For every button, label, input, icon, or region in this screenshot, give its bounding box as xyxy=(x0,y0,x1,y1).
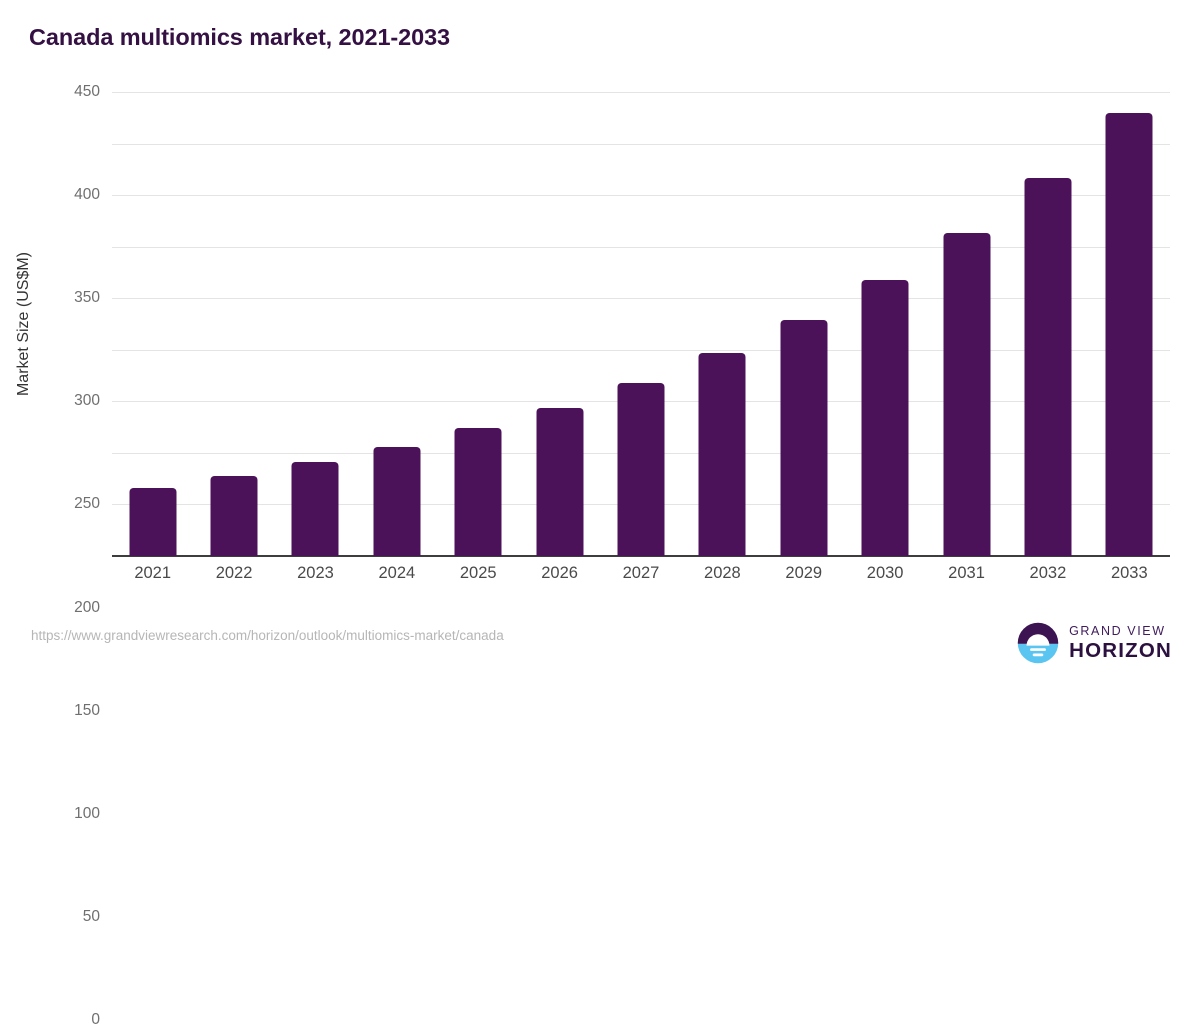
y-axis-tick-label: 150 xyxy=(74,701,100,719)
bar[interactable] xyxy=(291,462,339,556)
y-axis-title: Market Size (US$M) xyxy=(15,251,32,397)
x-axis-tick-label: 2023 xyxy=(297,564,334,582)
bar-group: 2024 xyxy=(356,92,437,582)
source-url[interactable]: https://www.grandviewresearch.com/horizo… xyxy=(31,628,504,643)
bars-layer: 2021 2022 2023 2024 2025 2026 2027 2028 2029 2030… xyxy=(112,92,1170,582)
page-title: Canada multiomics market, 2021-2033 xyxy=(29,24,451,50)
x-axis-tick-label: 2026 xyxy=(541,564,578,582)
x-axis-tick-label: 2025 xyxy=(459,564,497,582)
bar-group: 2033 xyxy=(1089,92,1170,582)
gridline: 200 xyxy=(74,349,1170,616)
bar-group: 2021 xyxy=(112,92,193,582)
x-axis-tick-label: 2029 xyxy=(785,564,823,582)
gridline: 400 xyxy=(74,143,1170,203)
bar[interactable] xyxy=(1024,177,1072,556)
bar-group: 2027 xyxy=(600,92,681,582)
bar[interactable] xyxy=(943,233,991,556)
bar-group: 2023 xyxy=(275,92,356,582)
bar[interactable] xyxy=(373,446,421,556)
bar-group: 2022 xyxy=(193,92,274,582)
logo-line-2: HORIZON xyxy=(1069,639,1172,662)
bar[interactable] xyxy=(536,407,584,556)
x-axis-tick-label: 2030 xyxy=(866,564,904,582)
chart-page: Canada multiomics market, 2021-2033 Mark… xyxy=(15,24,1172,1028)
x-axis-tick-label: 2031 xyxy=(948,564,985,582)
y-axis-tick-label: 200 xyxy=(74,598,100,616)
bar[interactable] xyxy=(861,279,909,556)
x-axis-tick-label: 2022 xyxy=(215,564,253,582)
x-axis-line xyxy=(112,555,1170,557)
bar[interactable] xyxy=(1105,112,1153,556)
gridline: 350 xyxy=(74,195,1170,306)
bar-group: 2031 xyxy=(926,92,1007,582)
x-axis-tick-label: 2028 xyxy=(704,564,741,582)
y-axis-tick-label: 50 xyxy=(82,907,100,925)
gridline: 300 xyxy=(74,246,1170,409)
bar-group: 2032 xyxy=(1007,92,1088,582)
horizon-circle-icon xyxy=(1017,622,1059,664)
bar[interactable] xyxy=(698,352,746,556)
y-axis-tick-label: 450 xyxy=(74,83,100,100)
logo-wordmark: GRAND VIEW HORIZON xyxy=(1069,623,1172,662)
bar[interactable] xyxy=(129,487,177,556)
y-axis-tick-label: 100 xyxy=(74,804,100,822)
bar-group: 2026 xyxy=(519,92,600,582)
gridline: 450 xyxy=(74,83,1170,100)
y-axis-tick-label: 400 xyxy=(74,186,100,204)
bar-group: 2028 xyxy=(682,92,763,582)
gridline: 250 xyxy=(74,298,1170,512)
bar-group: 2030 xyxy=(844,92,925,582)
x-axis-tick-label: 2033 xyxy=(1110,564,1148,582)
bar-group: 2029 xyxy=(763,92,844,582)
x-axis-tick-label: 2027 xyxy=(622,564,660,582)
bar-group: 2025 xyxy=(438,92,519,582)
y-axis-tick-label: 0 xyxy=(91,1011,100,1028)
bar[interactable] xyxy=(210,475,258,556)
logo-line-1: GRAND VIEW xyxy=(1069,623,1166,638)
bar[interactable] xyxy=(617,382,665,556)
brand-logo: GRAND VIEW HORIZON xyxy=(1016,620,1172,666)
x-axis-tick-label: 2024 xyxy=(378,564,416,582)
bar[interactable] xyxy=(454,428,502,556)
y-axis-tick-label: 350 xyxy=(74,289,100,307)
x-axis-tick-label: 2032 xyxy=(1029,564,1067,582)
x-axis-tick-label: 2021 xyxy=(134,564,172,582)
bar[interactable] xyxy=(780,319,828,556)
y-axis-tick-label: 300 xyxy=(74,392,100,410)
y-axis-tick-label: 250 xyxy=(74,495,100,513)
